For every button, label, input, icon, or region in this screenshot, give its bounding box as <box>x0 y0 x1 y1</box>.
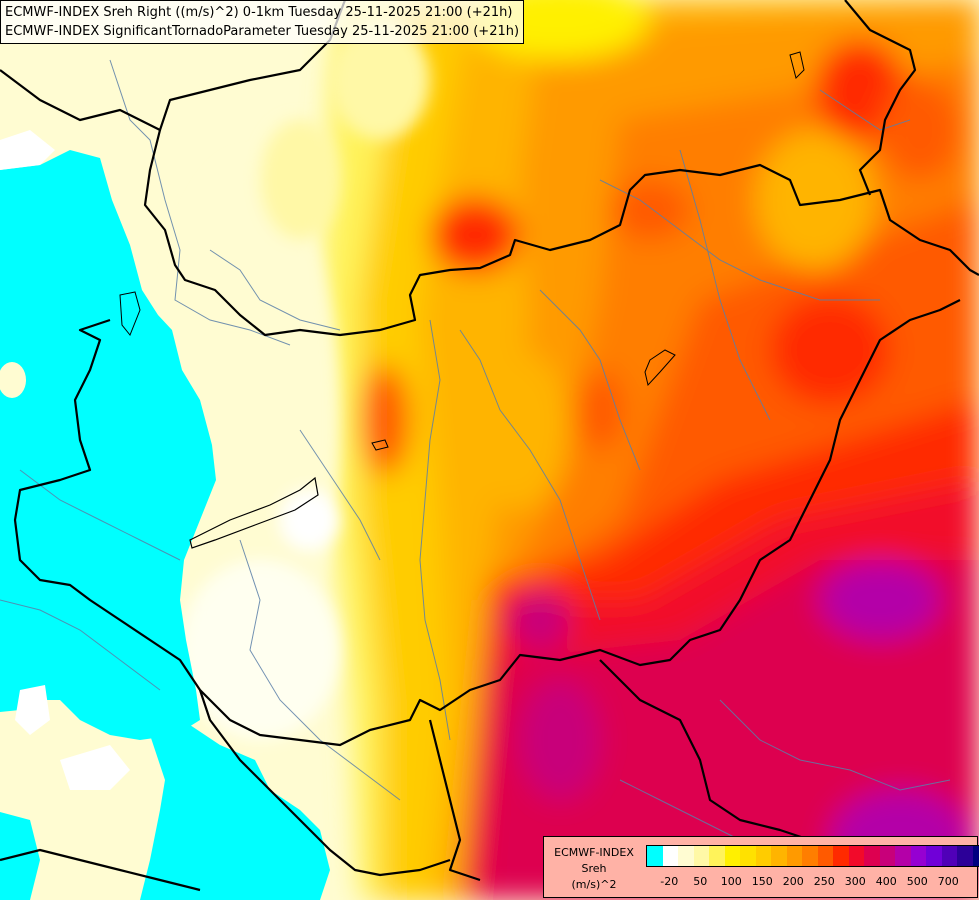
legend-swatch <box>879 846 895 866</box>
legend-tick-label: 150 <box>751 875 773 888</box>
hotspot-1 <box>430 197 520 273</box>
title-line-2: ECMWF-INDEX SignificantTornadoParameter … <box>5 24 520 39</box>
pale-islet <box>0 362 26 398</box>
hotspot-7 <box>360 365 410 475</box>
legend-swatch <box>972 846 979 866</box>
white-patch-2 <box>15 685 50 735</box>
legend-swatch <box>786 846 802 866</box>
legend-swatch <box>755 846 771 866</box>
legend-swatch <box>848 846 864 866</box>
lake-outline <box>189 476 319 549</box>
max-purple-1 <box>820 560 940 640</box>
hotspot-4 <box>610 180 690 240</box>
legend-tick-label: 400 <box>875 875 897 888</box>
legend-swatch <box>895 846 911 866</box>
legend-swatch <box>740 846 756 866</box>
legend-swatch <box>864 846 880 866</box>
cyan-west <box>0 150 216 740</box>
legend-tick-label: -20 <box>660 875 679 888</box>
max-purple-4 <box>510 590 570 650</box>
white-patch-1 <box>0 130 55 170</box>
legend-swatch <box>647 846 663 866</box>
legend-swatch <box>771 846 787 866</box>
orange-center <box>470 350 570 510</box>
legend-parameter: Sreh <box>581 862 607 875</box>
legend-swatch <box>910 846 926 866</box>
negative-srh-areas <box>0 130 330 900</box>
color-legend: ECMWF-INDEX Sreh (m/s)^2 -20 50 100 150 200 2… <box>543 836 979 898</box>
legend-swatch <box>957 846 973 866</box>
rivers <box>0 59 951 841</box>
legend-swatch <box>802 846 818 866</box>
title-line-1: ECMWF-INDEX Sreh Right ((m/s)^2) 0-1km T… <box>5 5 513 20</box>
lake-small-4 <box>119 291 141 336</box>
legend-ticks: -20 50 100 150 200 250 300 400 500 700 <box>646 875 972 889</box>
lake-small-2 <box>644 349 676 387</box>
legend-swatch <box>833 846 849 866</box>
legend-swatch <box>678 846 694 866</box>
border-southwest <box>198 689 451 877</box>
gold-east <box>755 130 875 270</box>
white-patch-3 <box>60 745 130 790</box>
legend-tick-label: 200 <box>782 875 804 888</box>
legend-swatch <box>817 846 833 866</box>
hotspot-6 <box>575 370 625 450</box>
legend-swatch <box>693 846 709 866</box>
legend-swatches <box>646 845 979 867</box>
legend-swatch <box>724 846 740 866</box>
legend-tick-label: 100 <box>720 875 742 888</box>
legend-tick-label: 250 <box>813 875 835 888</box>
pale-field <box>160 20 430 740</box>
legend-swatch <box>662 846 678 866</box>
legend-source: ECMWF-INDEX <box>554 846 634 859</box>
legend-swatch <box>709 846 725 866</box>
map-title-box: ECMWF-INDEX Sreh Right ((m/s)^2) 0-1km T… <box>0 0 525 44</box>
border-far-south <box>0 848 201 892</box>
legend-tick-label: 50 <box>693 875 708 888</box>
sreh-field <box>320 0 979 900</box>
legend-title: ECMWF-INDEX Sreh (m/s)^2 <box>548 845 640 893</box>
legend-swatch <box>941 846 957 866</box>
legend-tick-label: 300 <box>844 875 866 888</box>
border-east-diagonal <box>13 299 961 747</box>
hotspot-3 <box>880 80 960 180</box>
cyan-southwest <box>140 725 330 900</box>
border-north-west <box>0 0 347 132</box>
border-west-ridge <box>143 129 979 337</box>
border-north-east <box>844 0 917 196</box>
max-purple-2 <box>520 680 600 800</box>
lake-small-1 <box>371 439 389 451</box>
legend-swatch <box>926 846 942 866</box>
lake-small-3 <box>789 51 805 79</box>
hotspot-5 <box>770 295 890 405</box>
legend-tick-label: 500 <box>906 875 928 888</box>
legend-unit: (m/s)^2 <box>571 878 617 891</box>
border-south-lake <box>428 719 481 882</box>
legend-tick-label: 700 <box>937 875 959 888</box>
